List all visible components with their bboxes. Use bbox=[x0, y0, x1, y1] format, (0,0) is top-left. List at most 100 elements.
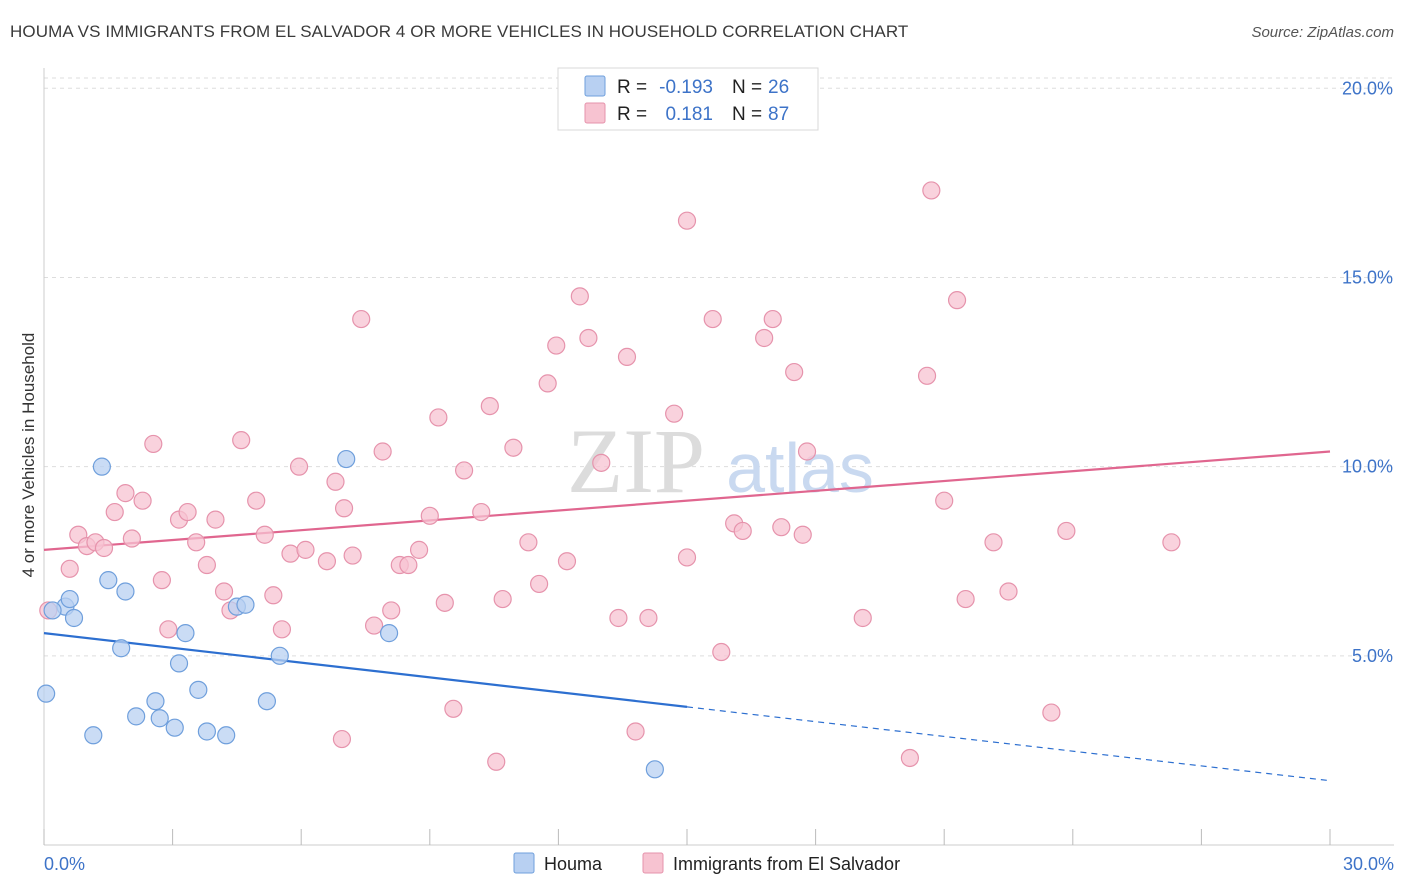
salvador-point bbox=[797, 442, 817, 461]
houma-point bbox=[197, 722, 216, 741]
salvador-point bbox=[159, 620, 178, 639]
legend-n-value-houma: 26 bbox=[768, 77, 789, 98]
houma-point bbox=[337, 449, 356, 469]
salvador-point bbox=[504, 438, 523, 457]
salvador-point bbox=[472, 502, 491, 522]
salvador-point bbox=[785, 362, 804, 382]
salvador-point bbox=[206, 510, 225, 529]
salvador-point bbox=[519, 533, 538, 552]
salvador-point bbox=[853, 608, 872, 628]
salvador-point bbox=[984, 533, 1003, 552]
salvador-point bbox=[703, 309, 722, 329]
salvador-point bbox=[626, 722, 645, 741]
points bbox=[37, 181, 1181, 779]
y-tick-label: 20.0% bbox=[1342, 78, 1393, 98]
salvador-point bbox=[296, 540, 315, 559]
salvador-point bbox=[232, 431, 251, 450]
houma-point bbox=[257, 692, 277, 711]
watermark-atlas: atlas bbox=[726, 429, 874, 507]
houma-point bbox=[236, 595, 255, 614]
houma-point bbox=[169, 654, 189, 673]
legend-n-label-salvador: N = bbox=[732, 104, 762, 125]
salvador-point bbox=[122, 529, 141, 548]
salvador-point bbox=[617, 347, 637, 367]
salvador-point bbox=[255, 525, 274, 544]
houma-trend-extension bbox=[686, 706, 1331, 782]
salvador-point bbox=[712, 642, 731, 662]
salvador-point bbox=[772, 518, 791, 537]
salvador-point bbox=[399, 555, 418, 575]
houma-point bbox=[60, 589, 79, 609]
houma-point bbox=[189, 680, 208, 699]
salvador-point bbox=[1042, 703, 1061, 722]
salvador-point bbox=[343, 546, 362, 565]
legend-r-value-houma: -0.193 bbox=[659, 77, 713, 98]
legend-swatch-houma bbox=[584, 75, 606, 97]
salvador-point bbox=[493, 589, 512, 609]
salvador-point bbox=[317, 552, 337, 571]
salvador-point bbox=[900, 748, 920, 768]
salvador-point bbox=[444, 699, 463, 718]
houma-point bbox=[645, 760, 664, 779]
salvador-point bbox=[94, 538, 114, 558]
salvador-point bbox=[187, 533, 206, 552]
legend-n-label-houma: N = bbox=[732, 77, 762, 98]
correlation-legend: R = -0.193 N = 26 R = 0.181 N = 87 bbox=[557, 67, 819, 131]
salvador-point bbox=[133, 491, 152, 510]
houma-point bbox=[165, 718, 184, 737]
y-tick-label: 15.0% bbox=[1342, 267, 1393, 287]
salvador-point bbox=[538, 374, 557, 393]
salvador-point bbox=[609, 608, 628, 628]
salvador-point bbox=[917, 366, 937, 385]
houma-point bbox=[84, 726, 103, 745]
houma-point bbox=[43, 601, 62, 620]
houma-point bbox=[270, 646, 289, 665]
y-axis-label: 4 or more Vehicles in Household bbox=[19, 333, 38, 578]
salvador-point bbox=[570, 287, 589, 306]
salvador-point bbox=[289, 457, 309, 476]
x-tick-label-min: 0.0% bbox=[44, 854, 85, 874]
houma-point bbox=[217, 726, 236, 745]
salvador-point bbox=[922, 181, 941, 200]
salvador-point bbox=[409, 540, 429, 559]
watermark-zip: ZIP bbox=[567, 410, 705, 512]
houma-trend-line bbox=[43, 632, 688, 708]
salvador-point bbox=[152, 571, 171, 590]
bottom-legend-swatch-salvador bbox=[642, 852, 664, 874]
salvador-point bbox=[373, 442, 392, 461]
salvador-point bbox=[420, 506, 439, 525]
salvador-point bbox=[352, 309, 371, 329]
houma-point bbox=[379, 624, 399, 643]
salvador-point bbox=[116, 484, 135, 503]
salvador-point bbox=[547, 336, 566, 355]
salvador-point bbox=[332, 729, 352, 749]
salvador-point bbox=[763, 309, 782, 329]
salvador-point bbox=[579, 328, 598, 348]
houma-point bbox=[176, 624, 195, 643]
legend-r-value-salvador: 0.181 bbox=[665, 104, 713, 125]
houma-point bbox=[127, 707, 146, 726]
salvador-point bbox=[733, 521, 752, 541]
salvador-point bbox=[793, 525, 812, 544]
salvador-point bbox=[435, 593, 454, 612]
salvador-point bbox=[454, 461, 474, 480]
salvador-point bbox=[326, 472, 345, 491]
salvador-point bbox=[281, 544, 300, 563]
legend-swatch-salvador bbox=[584, 102, 606, 124]
salvador-point bbox=[272, 620, 292, 639]
houma-point bbox=[112, 639, 131, 658]
salvador-point bbox=[214, 582, 234, 601]
salvador-point bbox=[557, 552, 577, 571]
salvador-point bbox=[382, 601, 401, 620]
salvador-point bbox=[197, 555, 216, 575]
bottom-legend-swatch-houma bbox=[513, 852, 535, 874]
salvador-point bbox=[247, 491, 266, 510]
x-tick-label-max: 30.0% bbox=[1343, 854, 1394, 874]
salvador-point bbox=[144, 434, 163, 454]
bottom-legend-salvador: Immigrants from El Salvador bbox=[673, 854, 900, 874]
y-tick-label: 10.0% bbox=[1342, 457, 1393, 477]
salvador-point bbox=[639, 608, 658, 628]
legend-r-label-houma: R = bbox=[617, 77, 647, 98]
legend-r-label-salvador: R = bbox=[617, 104, 647, 125]
